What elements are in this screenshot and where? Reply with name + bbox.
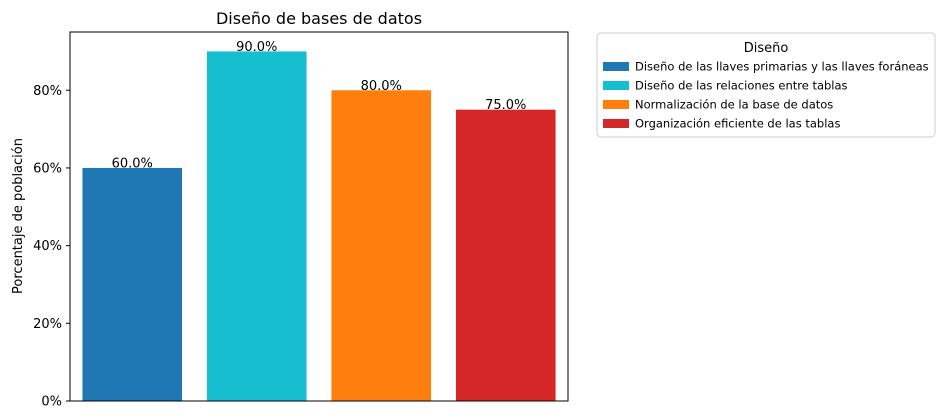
y-tick-label: 40% bbox=[33, 239, 62, 254]
bar-value-label: 60.0% bbox=[112, 156, 153, 171]
y-axis-label: Porcentaje de población bbox=[11, 138, 26, 294]
legend-entry-label: Diseño de las llaves primarias y las lla… bbox=[635, 60, 929, 74]
plot-area: 60.0% 90.0% 80.0% 75.0% 0% 20% 40% 60% 80% bbox=[33, 31, 569, 410]
legend-swatch bbox=[603, 62, 629, 71]
legend-entry-label: Organización eficiente de las tablas bbox=[635, 117, 840, 131]
bar-value-label: 90.0% bbox=[236, 40, 277, 55]
bar bbox=[331, 90, 432, 402]
legend: Diseño Diseño de las llaves primarias y … bbox=[596, 32, 936, 138]
y-tick-label: 80% bbox=[33, 84, 62, 99]
legend-swatch bbox=[603, 119, 629, 128]
legend-entry-label: Normalización de la base de datos bbox=[635, 98, 833, 112]
y-tick-label: 0% bbox=[41, 395, 62, 410]
legend-swatch bbox=[603, 81, 629, 90]
y-tick-label: 60% bbox=[33, 161, 62, 176]
bar-value-label: 75.0% bbox=[485, 98, 526, 113]
y-tick-label: 20% bbox=[33, 317, 62, 332]
legend-frame bbox=[596, 32, 936, 138]
legend-swatch bbox=[603, 100, 629, 109]
legend-title: Diseño bbox=[744, 41, 789, 56]
bar bbox=[206, 51, 307, 401]
plot-frame bbox=[69, 31, 569, 402]
chart-title: Diseño de bases de datos bbox=[216, 9, 422, 28]
bar-value-label: 80.0% bbox=[361, 79, 402, 94]
bar bbox=[455, 109, 556, 402]
legend-entry-label: Diseño de las relaciones entre tablas bbox=[635, 79, 848, 93]
legend-items: Diseño de las llaves primarias y las lla… bbox=[603, 60, 929, 131]
bar bbox=[82, 167, 183, 401]
